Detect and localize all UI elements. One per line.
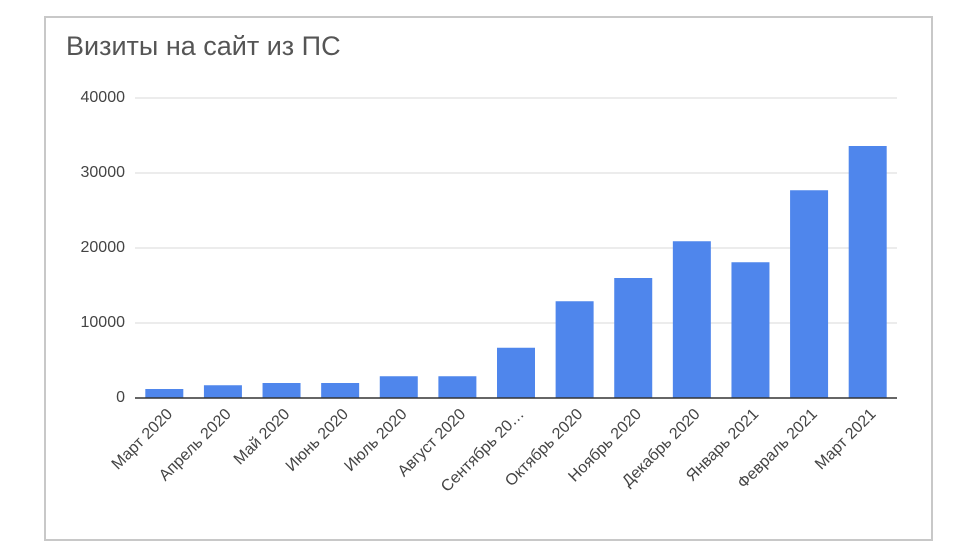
- bar: [497, 347, 535, 398]
- bar: [614, 278, 653, 398]
- y-tick-label: 0: [116, 389, 125, 406]
- chart-title: Визиты на сайт из ПС: [66, 31, 341, 61]
- chart-frame: [44, 16, 933, 541]
- bar: [848, 146, 887, 398]
- y-tick-label: 10000: [81, 314, 126, 331]
- y-tick-label: 20000: [81, 239, 126, 256]
- y-tick-label: 30000: [81, 164, 126, 181]
- bar: [262, 383, 301, 398]
- bar: [790, 190, 829, 398]
- bar: [379, 376, 418, 398]
- bar: [321, 383, 360, 398]
- bar: [731, 262, 770, 398]
- bar: [203, 385, 242, 398]
- y-tick-label: 40000: [81, 89, 126, 106]
- bar: [438, 376, 477, 398]
- bar: [555, 301, 594, 398]
- bar: [672, 241, 711, 398]
- bar: [145, 389, 184, 398]
